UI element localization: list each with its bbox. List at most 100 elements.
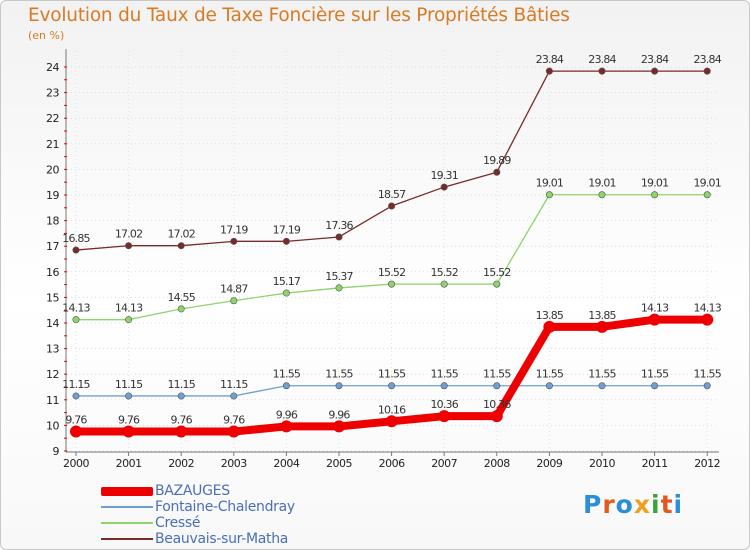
data-point-beauvais-sur-matha [177, 242, 185, 250]
legend-swatch-beauvais-sur-matha [101, 538, 153, 540]
data-label-cress: 19.01 [641, 177, 669, 190]
data-label-bazauges: 10.16 [378, 403, 406, 416]
data-label-beauvais-sur-matha: 16.85 [62, 232, 90, 245]
data-point-bazauges [175, 425, 188, 438]
x-tick-label: 2008 [484, 457, 510, 470]
x-tick-label: 2002 [168, 457, 194, 470]
data-label-cress: 15.52 [378, 266, 406, 279]
data-point-cress [493, 280, 501, 288]
y-tick-label: 13 [46, 343, 59, 356]
chart-subtitle: (en %) [28, 29, 65, 42]
data-label-fontaine-chalendray: 11.55 [325, 368, 353, 381]
data-label-beauvais-sur-matha: 23.84 [693, 53, 721, 66]
y-tick-label: 16 [46, 266, 59, 279]
chart-title: Evolution du Taux de Taxe Foncière sur l… [28, 5, 570, 26]
data-label-beauvais-sur-matha: 17.36 [325, 219, 353, 232]
x-tick-label: 2007 [431, 457, 457, 470]
data-point-fontaine-chalendray [72, 392, 80, 400]
y-tick-label: 18 [46, 215, 59, 228]
data-point-beauvais-sur-matha [125, 242, 133, 250]
data-label-fontaine-chalendray: 11.15 [62, 378, 90, 391]
data-point-bazauges [438, 410, 451, 423]
data-label-cress: 15.37 [325, 270, 353, 283]
data-label-cress: 15.17 [273, 275, 301, 288]
data-label-cress: 19.01 [588, 177, 616, 190]
data-label-bazauges: 13.85 [588, 309, 616, 322]
x-tick-label: 2005 [326, 457, 352, 470]
data-label-fontaine-chalendray: 11.55 [693, 368, 721, 381]
data-point-beauvais-sur-matha [703, 67, 711, 75]
data-label-fontaine-chalendray: 11.55 [378, 368, 406, 381]
data-label-beauvais-sur-matha: 17.19 [220, 223, 248, 236]
x-tick-label: 2012 [694, 457, 720, 470]
data-point-cress [125, 316, 133, 324]
legend-label-bazauges: BAZAUGES [155, 483, 230, 499]
data-label-beauvais-sur-matha: 19.89 [483, 154, 511, 167]
y-tick-label: 24 [46, 61, 59, 74]
data-label-fontaine-chalendray: 11.15 [115, 378, 143, 391]
legend-label-beauvais-sur-matha: Beauvais-sur-Matha [155, 531, 289, 547]
x-tick-label: 2006 [379, 457, 405, 470]
data-label-fontaine-chalendray: 11.55 [430, 368, 458, 381]
data-point-bazauges [333, 420, 345, 433]
data-point-beauvais-sur-matha [598, 67, 606, 75]
logo-letter: i [651, 490, 661, 519]
data-point-fontaine-chalendray [545, 382, 553, 390]
data-label-fontaine-chalendray: 11.55 [536, 368, 564, 381]
data-point-bazauges [280, 420, 293, 433]
data-label-bazauges: 13.85 [536, 309, 564, 322]
x-tick-label: 2009 [536, 457, 562, 470]
data-label-bazauges: 9.76 [223, 414, 245, 427]
data-label-bazauges: 9.96 [328, 408, 350, 421]
data-point-cress [440, 280, 448, 288]
y-tick-label: 9 [53, 445, 60, 458]
data-point-bazauges [70, 425, 82, 438]
data-label-cress: 15.52 [483, 266, 511, 279]
data-label-cress: 19.01 [693, 177, 721, 190]
y-tick-label: 10 [46, 419, 59, 432]
data-point-cress [177, 305, 185, 313]
data-point-beauvais-sur-matha [545, 67, 553, 75]
data-label-fontaine-chalendray: 11.55 [273, 368, 301, 381]
data-point-cress [72, 316, 80, 324]
data-label-beauvais-sur-matha: 17.02 [115, 228, 143, 241]
logo-letter: r [602, 490, 616, 519]
data-label-beauvais-sur-matha: 23.84 [536, 53, 564, 66]
legend-label-cresse: Cressé [155, 515, 201, 531]
data-label-bazauges: 10.36 [430, 398, 458, 411]
data-label-fontaine-chalendray: 11.15 [167, 378, 195, 391]
y-tick-label: 17 [46, 240, 59, 253]
x-tick-label: 2000 [63, 457, 89, 470]
data-point-beauvais-sur-matha [493, 168, 501, 176]
y-tick-label: 14 [46, 317, 59, 330]
data-point-bazauges [701, 313, 714, 326]
data-label-beauvais-sur-matha: 23.84 [641, 53, 669, 66]
legend-swatch-cresse [101, 522, 153, 524]
data-point-beauvais-sur-matha [230, 237, 238, 245]
data-point-cress [335, 284, 343, 292]
data-point-beauvais-sur-matha [72, 246, 80, 254]
y-tick-label: 22 [46, 112, 59, 125]
y-tick-label: 20 [46, 163, 59, 176]
logo-letter: i [673, 490, 684, 519]
data-point-fontaine-chalendray [651, 382, 659, 390]
data-point-bazauges [490, 410, 503, 423]
proxiti-logo: Proxiti [583, 490, 683, 519]
data-label-beauvais-sur-matha: 17.02 [167, 228, 195, 241]
data-label-beauvais-sur-matha: 18.57 [378, 188, 406, 201]
data-label-beauvais-sur-matha: 19.31 [430, 169, 458, 182]
data-label-fontaine-chalendray: 11.15 [220, 378, 248, 391]
y-tick-label: 12 [46, 368, 59, 381]
logo-letter: o [615, 490, 634, 519]
data-label-fontaine-chalendray: 11.55 [483, 368, 511, 381]
x-tick-label: 2004 [273, 457, 299, 470]
y-tick-label: 19 [46, 189, 59, 202]
data-point-cress [598, 191, 606, 199]
legend-swatch-fontaine-chalendray [101, 506, 153, 508]
data-point-fontaine-chalendray [598, 382, 606, 390]
y-tick-label: 21 [46, 138, 59, 151]
data-label-cress: 14.13 [62, 302, 90, 315]
x-tick-label: 2003 [221, 457, 247, 470]
legend-swatch-bazauges [101, 487, 153, 496]
data-label-fontaine-chalendray: 11.55 [588, 368, 616, 381]
